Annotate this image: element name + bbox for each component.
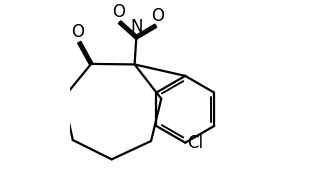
Text: O: O xyxy=(151,7,164,25)
Text: Cl: Cl xyxy=(187,134,203,152)
Text: O: O xyxy=(112,3,125,21)
Text: O: O xyxy=(71,23,84,41)
Text: N: N xyxy=(130,18,143,36)
